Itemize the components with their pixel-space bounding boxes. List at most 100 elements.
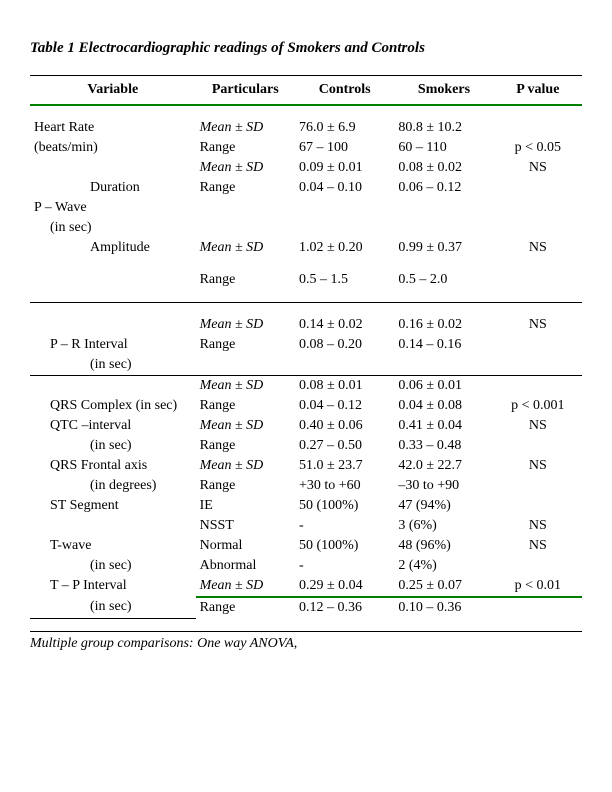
cell-particular: Range [196, 138, 295, 158]
cell-variable: T-wave [30, 536, 196, 556]
cell-controls: 0.09 ± 0.01 [295, 158, 394, 178]
cell-controls: 0.12 – 0.36 [295, 597, 394, 618]
table-row: ST Segment IE 50 (100%) 47 (94%) [30, 496, 582, 516]
header-controls: Controls [295, 76, 394, 106]
cell-pvalue: NS [494, 536, 582, 556]
table-row: QRS Complex (in sec) Range 0.04 – 0.12 0… [30, 396, 582, 416]
cell-particular: Mean ± SD [196, 376, 295, 397]
cell-smokers: –30 to +90 [394, 476, 493, 496]
cell-pvalue: NS [494, 315, 582, 335]
table-row: (in sec) Abnormal - 2 (4%) [30, 556, 582, 576]
cell-variable: QRS Complex (in sec) [30, 396, 196, 416]
cell-sublabel: Amplitude [30, 238, 196, 258]
cell-pvalue: NS [494, 456, 582, 476]
cell-controls: 1.02 ± 0.20 [295, 238, 394, 258]
cell-controls: 0.40 ± 0.06 [295, 416, 394, 436]
cell-controls: 50 (100%) [295, 536, 394, 556]
cell-particular: Mean ± SD [196, 238, 295, 258]
cell-controls: 67 – 100 [295, 138, 394, 158]
cell-controls: - [295, 556, 394, 576]
cell-smokers: 0.33 – 0.48 [394, 436, 493, 456]
table-row: Range 0.5 – 1.5 0.5 – 2.0 [30, 270, 582, 290]
table-row: P – R Interval Range 0.08 – 0.20 0.14 – … [30, 335, 582, 355]
cell-particular: Range [196, 178, 295, 198]
header-smokers: Smokers [394, 76, 493, 106]
cell-unit: (beats/min) [30, 138, 196, 158]
table-title: Table 1 Electrocardiographic readings of… [30, 40, 582, 57]
cell-pvalue: p < 0.01 [494, 576, 582, 597]
cell-particular: Mean ± SD [196, 118, 295, 138]
table-row: Duration Range 0.04 – 0.10 0.06 – 0.12 [30, 178, 582, 198]
table-row: QTC –interval Mean ± SD 0.40 ± 0.06 0.41… [30, 416, 582, 436]
table-row: QRS Frontal axis Mean ± SD 51.0 ± 23.7 4… [30, 456, 582, 476]
cell-unit: (in sec) [30, 556, 196, 576]
cell-smokers: 0.14 – 0.16 [394, 335, 493, 355]
cell-smokers: 80.8 ± 10.2 [394, 118, 493, 138]
cell-pvalue: p < 0.001 [494, 396, 582, 416]
cell-particular: NSST [196, 516, 295, 536]
ecg-table: Variable Particulars Controls Smokers P … [30, 75, 582, 632]
cell-variable: T – P Interval [30, 576, 196, 597]
cell-controls: +30 to +60 [295, 476, 394, 496]
table-row: (in sec) [30, 218, 582, 238]
cell-smokers: 0.25 ± 0.07 [394, 576, 493, 597]
cell-smokers: 3 (6%) [394, 516, 493, 536]
cell-smokers: 0.06 ± 0.01 [394, 376, 493, 397]
cell-smokers: 60 – 110 [394, 138, 493, 158]
cell-pvalue: NS [494, 158, 582, 178]
cell-unit: (in sec) [30, 355, 196, 376]
cell-smokers: 2 (4%) [394, 556, 493, 576]
cell-controls: 0.29 ± 0.04 [295, 576, 394, 597]
cell-variable: P – Wave [30, 198, 196, 218]
table-row: Mean ± SD 0.14 ± 0.02 0.16 ± 0.02 NS [30, 315, 582, 335]
cell-particular: IE [196, 496, 295, 516]
cell-variable: ST Segment [30, 496, 196, 516]
table-row: T-wave Normal 50 (100%) 48 (96%) NS [30, 536, 582, 556]
table-row: (in sec) Range 0.27 – 0.50 0.33 – 0.48 [30, 436, 582, 456]
cell-variable: QRS Frontal axis [30, 456, 196, 476]
cell-particular: Mean ± SD [196, 416, 295, 436]
table-row: (in sec) [30, 355, 582, 376]
cell-variable: QTC –interval [30, 416, 196, 436]
cell-pvalue: NS [494, 416, 582, 436]
cell-sublabel: Duration [30, 178, 196, 198]
cell-unit: (in sec) [30, 436, 196, 456]
cell-pvalue: NS [494, 516, 582, 536]
cell-particular: Range [196, 436, 295, 456]
cell-controls: - [295, 516, 394, 536]
table-row: Mean ± SD 0.09 ± 0.01 0.08 ± 0.02 NS [30, 158, 582, 178]
table-row: Amplitude Mean ± SD 1.02 ± 0.20 0.99 ± 0… [30, 238, 582, 258]
cell-variable: Heart Rate [30, 118, 196, 138]
cell-controls: 51.0 ± 23.7 [295, 456, 394, 476]
table-row: (beats/min) Range 67 – 100 60 – 110 p < … [30, 138, 582, 158]
cell-controls: 0.08 – 0.20 [295, 335, 394, 355]
table-row: Heart Rate Mean ± SD 76.0 ± 6.9 80.8 ± 1… [30, 118, 582, 138]
cell-smokers: 0.16 ± 0.02 [394, 315, 493, 335]
cell-particular: Normal [196, 536, 295, 556]
cell-smokers: 0.04 ± 0.08 [394, 396, 493, 416]
cell-pvalue [494, 118, 582, 138]
cell-pvalue: NS [494, 238, 582, 258]
cell-particular: Mean ± SD [196, 158, 295, 178]
cell-particular: Abnormal [196, 556, 295, 576]
cell-particular: Mean ± SD [196, 576, 295, 597]
cell-controls: 0.04 – 0.12 [295, 396, 394, 416]
cell-smokers: 48 (96%) [394, 536, 493, 556]
cell-controls: 0.5 – 1.5 [295, 270, 394, 290]
cell-controls: 0.14 ± 0.02 [295, 315, 394, 335]
cell-particular: Mean ± SD [196, 456, 295, 476]
cell-smokers: 0.08 ± 0.02 [394, 158, 493, 178]
cell-variable: P – R Interval [30, 335, 196, 355]
cell-particular: Range [196, 335, 295, 355]
cell-particular: Range [196, 597, 295, 618]
cell-smokers: 42.0 ± 22.7 [394, 456, 493, 476]
cell-controls: 0.08 ± 0.01 [295, 376, 394, 397]
cell-unit: (in degrees) [30, 476, 196, 496]
cell-particular: Mean ± SD [196, 315, 295, 335]
table-footnote: Multiple group comparisons: One way ANOV… [30, 636, 582, 652]
table-row: (in sec) Range 0.12 – 0.36 0.10 – 0.36 [30, 597, 582, 618]
cell-particular: Range [196, 270, 295, 290]
cell-controls: 50 (100%) [295, 496, 394, 516]
cell-smokers: 47 (94%) [394, 496, 493, 516]
header-pvalue: P value [494, 76, 582, 106]
